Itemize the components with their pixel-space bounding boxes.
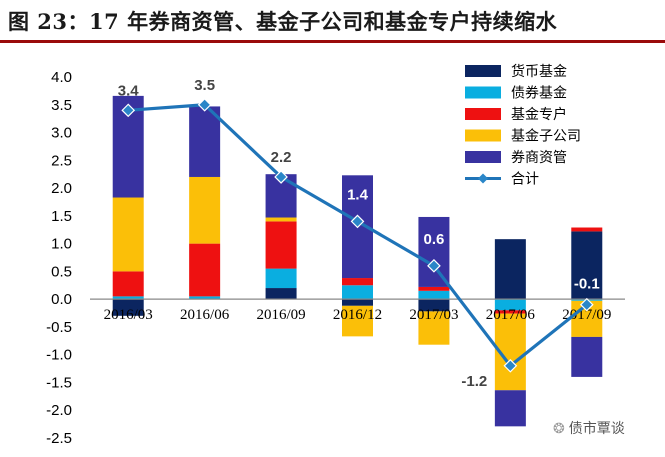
bar-segment: [571, 227, 603, 232]
legend-label: 券商资管: [511, 150, 567, 166]
total-marker: [579, 297, 594, 312]
total-data-label: 0.6: [423, 231, 444, 248]
y-tick-label: -1.0: [46, 347, 72, 364]
legend-label: 债券基金: [511, 85, 567, 102]
bar-segment: [494, 239, 526, 300]
wechat-icon: ❂: [553, 421, 565, 437]
y-tick-label: 0.5: [51, 263, 72, 280]
total-data-label: -0.1: [574, 276, 600, 293]
x-tick-label: 2016/06: [180, 307, 230, 323]
legend-label: 货币基金: [511, 63, 567, 80]
total-data-label: 1.4: [347, 186, 369, 203]
y-tick-label: 0.0: [51, 291, 72, 308]
x-tick-label: 2017/06: [486, 307, 536, 323]
total-data-label: -1.2: [461, 373, 487, 390]
x-tick-label: 2016/12: [333, 307, 382, 323]
bar-segment: [189, 296, 221, 300]
watermark-text: 债市覃谈: [568, 421, 625, 437]
legend-label: 合计: [511, 172, 539, 188]
wechat-watermark: ❂ 债市覃谈: [553, 418, 625, 438]
total-marker: [197, 97, 212, 112]
legend-label: 基金专户: [511, 106, 567, 123]
bar-segment: [112, 299, 144, 316]
y-tick-label: 1.0: [51, 236, 72, 253]
total-marker: [274, 170, 288, 184]
bar-segment: [342, 299, 373, 306]
bar-segment: [189, 176, 221, 244]
bar-segment: [494, 310, 526, 314]
legend-swatch: [465, 129, 501, 142]
bar-segment: [418, 286, 450, 291]
total-marker: [503, 358, 518, 373]
bar-segment: [342, 278, 373, 286]
legend-swatch: [465, 86, 501, 99]
bar-segment: [112, 197, 144, 272]
x-tick-label: 2017/03: [409, 307, 458, 323]
bar-segment: [494, 299, 526, 311]
x-tick-label: 2017/09: [562, 307, 611, 323]
x-tick-label: 2016/03: [104, 307, 153, 323]
bar-segment: [418, 216, 450, 287]
bar-segment: [418, 290, 450, 300]
legend-label: 基金子公司: [511, 128, 581, 145]
legend-swatch: [465, 65, 501, 77]
bar-segment: [112, 271, 144, 297]
y-tick-label: 2.5: [51, 152, 72, 169]
bar-segment: [265, 221, 297, 269]
y-tick-label: 1.5: [51, 208, 72, 225]
legend-line-marker: [478, 173, 488, 184]
y-tick-label: 2.0: [51, 180, 72, 197]
legend-swatch: [465, 151, 501, 163]
total-data-label: 3.5: [194, 77, 215, 94]
bar-segment: [571, 231, 603, 300]
bar-segment: [342, 285, 373, 300]
bar-segment: [265, 288, 297, 300]
bar-segment: [342, 305, 373, 337]
total-marker: [427, 258, 441, 273]
total-data-label: 2.2: [271, 149, 292, 166]
y-tick-label: -1.5: [46, 374, 72, 391]
y-tick-label: -2.0: [46, 402, 72, 419]
y-tick-label: 3.5: [51, 97, 72, 114]
bar-segment: [189, 243, 221, 297]
bar-segment: [494, 390, 526, 427]
bar-segment: [418, 311, 450, 345]
chart-title: 图 23：17 年券商资管、基金子公司和基金专户持续缩水: [8, 9, 558, 34]
total-marker: [121, 103, 136, 118]
y-tick-label: -0.5: [46, 319, 72, 336]
bar-segment: [571, 336, 603, 377]
bar-segment: [418, 299, 450, 312]
total-marker: [350, 214, 365, 229]
bar-segment: [112, 296, 144, 300]
title-underline: [0, 40, 665, 43]
legend-swatch: [465, 108, 501, 120]
y-tick-label: 3.0: [51, 125, 72, 142]
x-tick-label: 2016/09: [256, 307, 305, 323]
y-tick-label: 4.0: [51, 69, 72, 86]
bar-segment: [265, 268, 297, 289]
total-data-label: 3.4: [118, 82, 140, 99]
bar-segment: [265, 217, 297, 222]
bar-segment: [189, 106, 221, 177]
y-tick-label: -2.5: [46, 430, 72, 447]
